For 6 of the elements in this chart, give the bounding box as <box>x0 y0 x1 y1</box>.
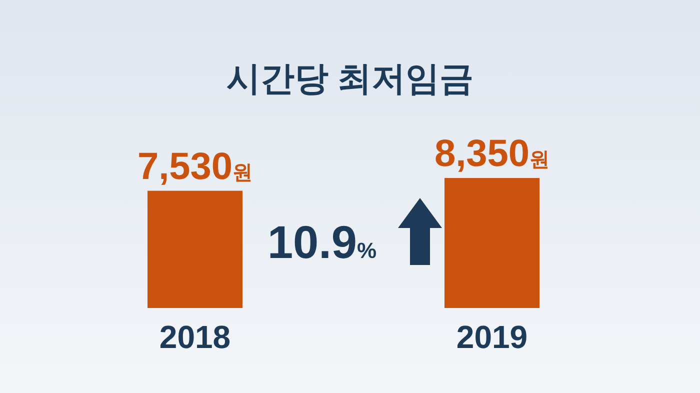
chart-title: 시간당 최저임금 <box>226 60 474 98</box>
data-label: 8,350원 <box>434 133 550 175</box>
data-label: 7,530원 <box>137 146 253 188</box>
annotation: 10.9% <box>267 216 377 268</box>
x-tick-label: 2019 <box>456 319 528 355</box>
x-tick-label: 2018 <box>159 319 231 355</box>
